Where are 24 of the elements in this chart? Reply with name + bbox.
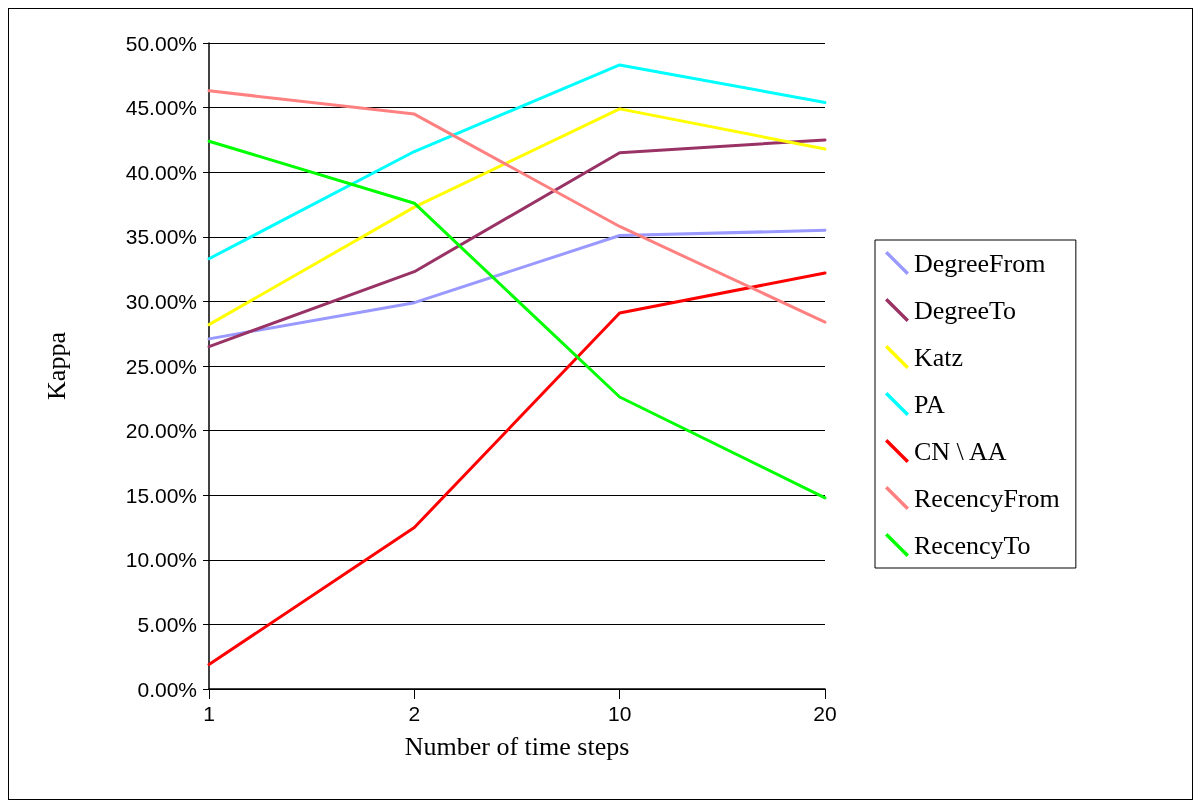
x-tick-label: 20 — [813, 702, 837, 725]
y-tick-label: 40.00% — [125, 160, 197, 184]
y-tick-label: 0.00% — [137, 677, 197, 701]
legend-label: RecencyFrom — [914, 483, 1060, 513]
legend-label: Katz — [914, 342, 964, 372]
legend-label: DegreeFrom — [914, 248, 1046, 278]
y-tick-label: 35.00% — [125, 225, 197, 249]
y-tick-label: 10.00% — [125, 548, 197, 572]
x-tick-label: 1 — [203, 702, 215, 725]
y-tick-label: 20.00% — [125, 419, 197, 443]
y-tick-label: 30.00% — [125, 289, 197, 313]
y-axis-title: Kappa — [41, 331, 71, 400]
legend-label: DegreeTo — [914, 295, 1017, 325]
y-tick-label: 15.00% — [125, 483, 197, 507]
y-tick-label: 50.00% — [125, 31, 197, 55]
x-tick-label: 10 — [607, 702, 632, 725]
x-tick-label: 2 — [408, 702, 421, 725]
y-tick-label: 5.00% — [137, 612, 197, 636]
y-tick-label: 45.00% — [125, 96, 197, 120]
legend-label: RecencyTo — [914, 530, 1031, 560]
legend-label: CN \ AA — [914, 436, 1007, 466]
y-tick-label: 25.00% — [125, 354, 197, 378]
x-axis-title: Number of time steps — [404, 731, 630, 761]
legend-label: PA — [914, 389, 946, 419]
